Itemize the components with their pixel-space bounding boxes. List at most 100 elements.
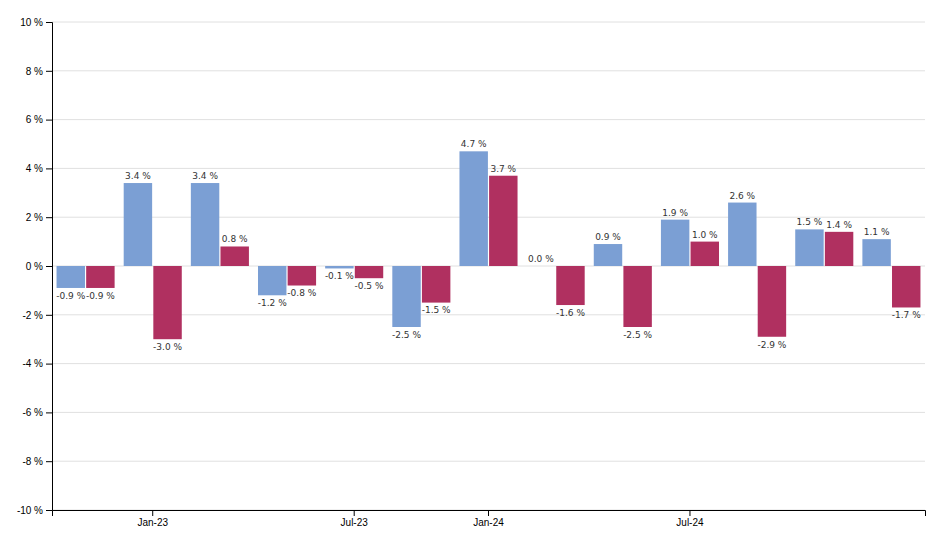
y-tick: 6 % (26, 114, 52, 125)
data-label: 1.5 % (797, 217, 823, 227)
bar (57, 266, 85, 288)
y-tick-label: 4 % (26, 163, 43, 174)
data-labels: -0.9 % 3.4 % 3.4 % -1.2 % -0.1 % -2.5 % 4.7 % 0… (56, 139, 921, 352)
data-label: -1.7 % (892, 310, 921, 320)
data-label: 1.1 % (864, 227, 890, 237)
grid-line (52, 314, 925, 315)
bar (355, 266, 383, 278)
data-label: 1.4 % (826, 220, 852, 230)
y-tick-label: -10 % (17, 505, 43, 516)
bar (862, 239, 890, 266)
y-tick-label: 6 % (26, 114, 43, 125)
y-tick: 8 % (26, 66, 52, 77)
y-tick-mark (46, 71, 52, 72)
x-tick-mark (152, 510, 153, 516)
grid-line (52, 217, 925, 218)
y-tick-mark (46, 461, 52, 462)
y-axis-line (46, 23, 53, 511)
y-tick: -10 % (17, 505, 52, 516)
grid-line (52, 266, 925, 267)
grid-line (52, 412, 925, 413)
y-tick: 4 % (26, 163, 52, 174)
data-label: -1.2 % (258, 298, 287, 308)
y-tick-label: -4 % (22, 358, 43, 369)
y-tick-label: 0 % (26, 261, 43, 272)
data-label: 0.8 % (222, 234, 248, 244)
y-tick-label: 2 % (26, 212, 43, 223)
data-label: -1.5 % (422, 305, 451, 315)
bar (422, 266, 450, 303)
y-tick-mark (46, 22, 52, 23)
bar (758, 266, 786, 337)
y-tick-mark (46, 168, 52, 169)
bar (825, 232, 853, 266)
x-tick-mark (354, 510, 355, 516)
x-tick-label: Jan-23 (137, 517, 168, 528)
data-label: 1.9 % (662, 208, 688, 218)
y-tick: 0 % (26, 261, 52, 272)
data-label: 4.7 % (461, 139, 487, 149)
x-tick-mark (689, 510, 690, 516)
y-axis: -10 % -8 % -6 % -4 % -2 % 0 % 2 % 4 % 6 % 8 % 10 % (17, 17, 53, 516)
x-tick: Jul-23 (341, 510, 369, 528)
bar (191, 183, 219, 266)
data-label: -2.9 % (757, 340, 786, 350)
y-tick-label: 10 % (20, 17, 43, 28)
grid-line (52, 461, 925, 462)
bar (556, 266, 584, 305)
y-tick-label: -6 % (22, 407, 43, 418)
bar (392, 266, 420, 327)
bars (57, 151, 921, 339)
bar (795, 229, 823, 266)
y-tick-mark (46, 120, 52, 121)
x-tick-label: Jul-23 (341, 517, 369, 528)
x-tick: Jul-24 (676, 510, 704, 528)
data-label: -2.5 % (392, 330, 421, 340)
data-label: -0.5 % (355, 281, 384, 291)
x-tick-label: Jul-24 (676, 517, 704, 528)
y-tick: -2 % (22, 310, 52, 321)
bar (527, 266, 555, 267)
x-tick: Jan-24 (473, 510, 504, 528)
bar (459, 151, 487, 266)
grid-line (52, 119, 925, 120)
y-tick-mark (46, 266, 52, 267)
y-tick-label: -2 % (22, 310, 43, 321)
bar (594, 244, 622, 266)
x-tick-mark (488, 510, 489, 516)
bar (288, 266, 316, 286)
data-label: 3.4 % (125, 171, 151, 181)
data-label: 1.0 % (692, 230, 718, 240)
bar (661, 220, 689, 266)
x-tick: Jan-23 (137, 510, 168, 528)
y-tick: -6 % (22, 407, 52, 418)
bar (258, 266, 286, 295)
data-label: -0.1 % (325, 271, 354, 281)
data-label: -0.9 % (86, 291, 115, 301)
data-label: 3.7 % (490, 164, 516, 174)
data-label: -1.6 % (556, 308, 585, 318)
bar (691, 242, 719, 266)
grid-line (52, 363, 925, 364)
chart: -10 % -8 % -6 % -4 % -2 % 0 % 2 % 4 % 6 % 8 % 10 %… (0, 0, 940, 550)
bar (892, 266, 920, 307)
bar (623, 266, 651, 327)
y-tick-label: 8 % (26, 66, 43, 77)
y-tick-mark (46, 364, 52, 365)
y-tick-label: -8 % (22, 456, 43, 467)
grid-line (52, 22, 925, 23)
x-tick-label: Jan-24 (473, 517, 504, 528)
y-tick: 10 % (20, 17, 52, 28)
grid-line (52, 168, 925, 169)
data-label: 3.4 % (192, 171, 218, 181)
plot: -10 % -8 % -6 % -4 % -2 % 0 % 2 % 4 % 6 % 8 % 10 %… (17, 17, 926, 528)
y-tick: -8 % (22, 456, 52, 467)
bar (728, 203, 756, 266)
y-tick: 2 % (26, 212, 52, 223)
bar (220, 246, 248, 266)
bar (153, 266, 181, 339)
data-label: -3.0 % (153, 342, 182, 352)
data-label: 0.9 % (595, 232, 621, 242)
x-axis: Jan-23 Jul-23 Jan-24 Jul-24 (53, 510, 926, 528)
y-tick-mark (46, 510, 52, 511)
